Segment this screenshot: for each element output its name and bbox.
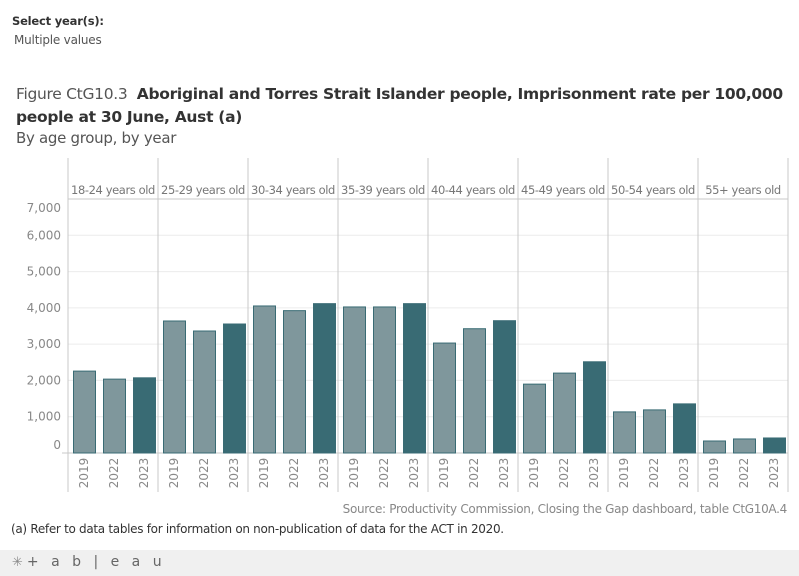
bar (133, 377, 156, 454)
chart-title-main: Aboriginal and Torres Strait Islander pe… (16, 85, 783, 126)
bars (73, 303, 786, 454)
group-headers: 18-24 years old 25-29 years old 30-34 year… (71, 183, 781, 197)
x-tick-label: 2019 (527, 458, 541, 489)
bar (373, 306, 396, 454)
y-tick-label: 5,000 (27, 265, 61, 279)
x-tick-label: 2023 (767, 458, 781, 489)
x-tick-label: 2023 (137, 458, 151, 489)
bar (73, 370, 96, 454)
group-header: 45-49 years old (521, 183, 605, 197)
x-tick-label: 2022 (287, 458, 301, 489)
x-tick-label: 2019 (347, 458, 361, 489)
tableau-logo-icon: ✳ (12, 554, 23, 570)
x-tick-label: 2019 (257, 458, 271, 489)
source-note: Source: Productivity Commission, Closing… (342, 502, 788, 516)
bar (433, 342, 456, 454)
bar (763, 437, 786, 454)
x-tick-label: 2023 (587, 458, 601, 489)
footnote: (a) Refer to data tables for information… (11, 522, 504, 536)
x-tick-label: 2023 (227, 458, 241, 489)
figure-number: Figure CtG10.3 (16, 85, 128, 103)
bar (103, 378, 126, 454)
bar (343, 306, 366, 454)
bar (223, 323, 246, 454)
bar (283, 310, 306, 454)
y-tick-label: 6,000 (27, 228, 61, 242)
x-tick-label: 2022 (197, 458, 211, 489)
group-header: 18-24 years old (71, 183, 155, 197)
group-header: 55+ years old (705, 183, 781, 197)
bar (493, 320, 516, 454)
x-tick-label: 2022 (647, 458, 661, 489)
year-filter-label: Select year(s): (12, 14, 104, 28)
x-tick-label: 2019 (167, 458, 181, 489)
y-tick-label: 7,000 (27, 201, 61, 215)
y-tick-label: 3,000 (27, 337, 61, 351)
bar (253, 305, 276, 454)
bar (523, 383, 546, 454)
year-filter-value[interactable]: Multiple values (14, 33, 102, 47)
tableau-footer: ✳ + a b | e a u (0, 550, 799, 576)
group-header: 35-39 years old (341, 183, 425, 197)
group-header: 30-34 years old (251, 183, 335, 197)
x-tick-label: 2022 (107, 458, 121, 489)
y-tick-label: 4,000 (27, 301, 61, 315)
bar (403, 303, 426, 454)
x-tick-label: 2023 (407, 458, 421, 489)
bar (553, 372, 576, 454)
x-tick-label: 2019 (437, 458, 451, 489)
x-tick-label: 2022 (737, 458, 751, 489)
group-header: 25-29 years old (161, 183, 245, 197)
bar (463, 328, 486, 454)
y-tick-label: 2,000 (27, 373, 61, 387)
bar (583, 361, 606, 454)
x-tick-label: 2019 (707, 458, 721, 489)
bar-chart: 18-24 years old 25-29 years old 30-34 year… (27, 158, 789, 492)
group-header: 50-54 years old (611, 183, 695, 197)
chart-title: Figure CtG10.3 Aboriginal and Torres Str… (16, 83, 796, 129)
bar (733, 438, 756, 454)
bar (703, 440, 726, 454)
bar (163, 320, 186, 454)
tableau-logo[interactable]: ✳ + a b | e a u (12, 554, 166, 570)
x-tick-label: 2022 (557, 458, 571, 489)
bar (313, 303, 336, 454)
x-tick-label: 2023 (317, 458, 331, 489)
y-tick-label: 1,000 (27, 410, 61, 424)
bar (613, 411, 636, 454)
bar (193, 330, 216, 454)
group-header: 40-44 years old (431, 183, 515, 197)
y-axis: 0 1,000 2,000 3,000 4,000 5,000 6,000 7,000 (27, 201, 61, 452)
x-tick-label: 2023 (677, 458, 691, 489)
x-tick-label: 2019 (617, 458, 631, 489)
bar (673, 403, 696, 454)
bar (643, 409, 666, 454)
x-tick-label: 2019 (77, 458, 91, 489)
x-axis: 2019 2022 2023 2019 2022 2023 2019 2022 2023 2019… (77, 458, 781, 489)
x-tick-label: 2022 (467, 458, 481, 489)
x-tick-label: 2022 (377, 458, 391, 489)
x-tick-label: 2023 (497, 458, 511, 489)
y-tick-label: 0 (53, 438, 61, 452)
chart-subtitle: By age group, by year (16, 129, 177, 147)
tableau-logo-text: + a b | e a u (26, 554, 166, 570)
